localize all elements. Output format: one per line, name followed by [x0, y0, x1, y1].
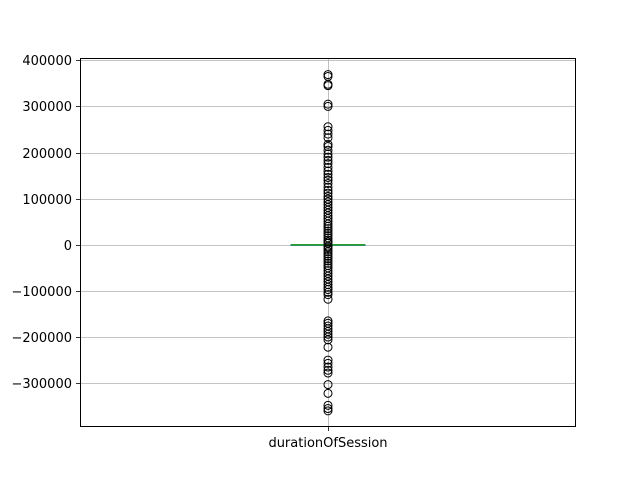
outlier-point	[323, 166, 333, 176]
outlier-point	[323, 188, 333, 198]
outlier-point	[323, 172, 333, 182]
outlier-point	[323, 358, 333, 368]
outlier-point	[323, 216, 333, 226]
outlier-point	[323, 99, 333, 109]
outlier-point	[323, 81, 333, 91]
y-tick-label: −100000	[11, 285, 72, 300]
outlier-point	[323, 228, 333, 238]
y-tick-label: 100000	[22, 193, 72, 208]
outlier-point	[323, 285, 333, 295]
outlier-point	[323, 282, 333, 292]
outlier-point	[323, 185, 333, 195]
outlier-point	[323, 152, 333, 162]
y-tick-label: −300000	[11, 377, 72, 392]
outlier-point	[323, 342, 333, 352]
outlier-point	[323, 244, 333, 254]
y-tick-label: −200000	[11, 331, 72, 346]
outlier-point	[323, 129, 333, 139]
outlier-point	[323, 182, 333, 192]
outlier-point	[323, 221, 333, 231]
outlier-point	[323, 294, 333, 304]
outlier-point	[323, 226, 333, 236]
x-axis-ticks: durationOfSession	[268, 427, 388, 451]
outlier-point	[323, 149, 333, 159]
outlier-point	[323, 380, 333, 390]
outlier-point	[323, 290, 333, 300]
outlier-point	[323, 178, 333, 188]
outlier-point	[323, 388, 333, 398]
outlier-point	[323, 256, 333, 266]
plot-frame	[80, 58, 576, 427]
outlier-point	[323, 249, 333, 259]
outlier-point	[323, 254, 333, 264]
outlier-point	[323, 155, 333, 165]
y-tick-label: 200000	[22, 147, 72, 162]
outlier-point	[323, 122, 333, 132]
outlier-point	[323, 159, 333, 169]
outlier-point	[323, 162, 333, 172]
outlier-point	[323, 169, 333, 179]
y-axis-ticks: 400000 300000 200000 100000 0 −100000 −200000 −…	[11, 54, 80, 392]
y-tick-label: 400000	[22, 54, 72, 69]
outlier-point	[323, 247, 333, 257]
outlier-point	[323, 362, 333, 372]
outlier-point	[323, 329, 333, 339]
outlier-point	[323, 365, 333, 375]
outlier-point	[323, 142, 333, 152]
outlier-point	[323, 139, 333, 149]
outlier-point	[323, 145, 333, 155]
outlier-point	[323, 133, 333, 143]
outlier-point	[323, 406, 333, 416]
outlier-point	[323, 400, 333, 410]
outlier-point	[323, 355, 333, 365]
outlier-point	[323, 251, 333, 261]
outlier-point	[323, 404, 333, 414]
outlier-point	[323, 258, 333, 268]
y-tick-label: 300000	[22, 100, 72, 115]
plot-elements	[290, 70, 366, 416]
outlier-point	[323, 101, 333, 111]
outlier-point	[323, 219, 333, 229]
y-tick-label: 0	[64, 239, 72, 254]
x-tick-label: durationOfSession	[268, 436, 387, 451]
outlier-point	[323, 335, 333, 345]
outlier-point	[323, 287, 333, 297]
outlier-point	[323, 332, 333, 342]
outlier-point	[323, 224, 333, 234]
outlier-point	[323, 175, 333, 185]
outlier-point	[323, 125, 333, 135]
outlier-point	[323, 368, 333, 378]
